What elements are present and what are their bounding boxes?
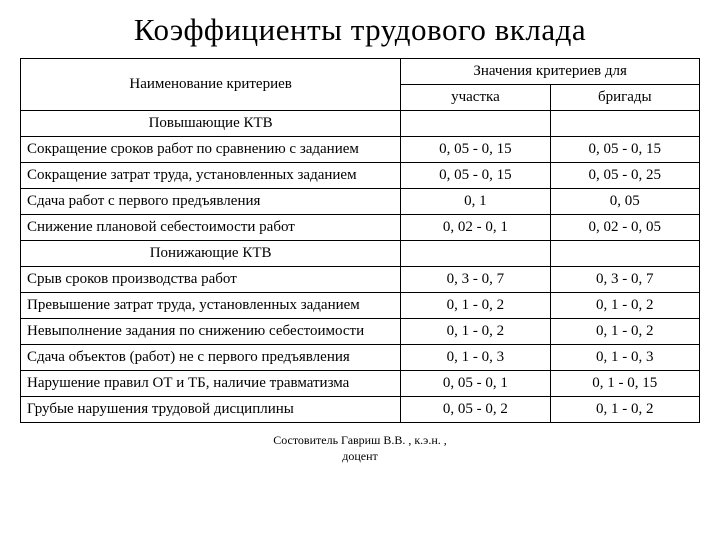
cell-v1: 0, 1 - 0, 2: [401, 319, 550, 345]
cell-name: Сдача работ с первого предъявления: [21, 189, 401, 215]
table-row: Сокращение сроков работ по сравнению с з…: [21, 137, 700, 163]
cell-v1: 0, 1 - 0, 2: [401, 293, 550, 319]
cell-v1: 0, 05 - 0, 2: [401, 397, 550, 423]
cell-v2: 0, 1 - 0, 3: [550, 345, 699, 371]
cell-v1: 0, 02 - 0, 1: [401, 215, 550, 241]
cell-name: Невыполнение задания по снижению себесто…: [21, 319, 401, 345]
cell-name: Нарушение правил ОТ и ТБ, наличие травма…: [21, 371, 401, 397]
cell-v1: 0, 05 - 0, 1: [401, 371, 550, 397]
table-row: Превышение затрат труда, установленных з…: [21, 293, 700, 319]
table-row: Сдача работ с первого предъявления 0, 1 …: [21, 189, 700, 215]
cell-v1: 0, 1 - 0, 3: [401, 345, 550, 371]
table-row: Снижение плановой себестоимости работ 0,…: [21, 215, 700, 241]
empty-cell: [401, 241, 550, 267]
cell-v1: 0, 05 - 0, 15: [401, 163, 550, 189]
cell-v2: 0, 1 - 0, 2: [550, 293, 699, 319]
empty-cell: [550, 241, 699, 267]
cell-v2: 0, 02 - 0, 05: [550, 215, 699, 241]
cell-v2: 0, 1 - 0, 2: [550, 319, 699, 345]
empty-cell: [550, 111, 699, 137]
cell-v2: 0, 3 - 0, 7: [550, 267, 699, 293]
header-sub1: участка: [401, 85, 550, 111]
cell-v2: 0, 1 - 0, 2: [550, 397, 699, 423]
table-row: Грубые нарушения трудовой дисциплины 0, …: [21, 397, 700, 423]
cell-v2: 0, 1 - 0, 15: [550, 371, 699, 397]
table-row: Сдача объектов (работ) не с первого пред…: [21, 345, 700, 371]
cell-name: Сокращение затрат труда, установленных з…: [21, 163, 401, 189]
footer-line1: Состовитель Гавриш В.В. , к.э.н. ,: [273, 433, 447, 447]
footer: Состовитель Гавриш В.В. , к.э.н. , доцен…: [20, 433, 700, 464]
header-values: Значения критериев для: [401, 59, 700, 85]
cell-name: Срыв сроков производства работ: [21, 267, 401, 293]
cell-name: Превышение затрат труда, установленных з…: [21, 293, 401, 319]
cell-v2: 0, 05 - 0, 15: [550, 137, 699, 163]
cell-v1: 0, 05 - 0, 15: [401, 137, 550, 163]
cell-name: Сдача объектов (работ) не с первого пред…: [21, 345, 401, 371]
table-row: Невыполнение задания по снижению себесто…: [21, 319, 700, 345]
cell-name: Грубые нарушения трудовой дисциплины: [21, 397, 401, 423]
cell-v1: 0, 1: [401, 189, 550, 215]
cell-name: Снижение плановой себестоимости работ: [21, 215, 401, 241]
footer-line2: доцент: [342, 449, 378, 463]
empty-cell: [401, 111, 550, 137]
page-title: Коэффициенты трудового вклада: [20, 12, 700, 48]
cell-v2: 0, 05 - 0, 25: [550, 163, 699, 189]
table-row: Нарушение правил ОТ и ТБ, наличие травма…: [21, 371, 700, 397]
table-row: Срыв сроков производства работ 0, 3 - 0,…: [21, 267, 700, 293]
cell-v2: 0, 05: [550, 189, 699, 215]
ktv-table: Наименование критериев Значения критерие…: [20, 58, 700, 423]
section-up: Повышающие КТВ: [21, 111, 401, 137]
header-criteria: Наименование критериев: [21, 59, 401, 111]
table-row: Сокращение затрат труда, установленных з…: [21, 163, 700, 189]
cell-v1: 0, 3 - 0, 7: [401, 267, 550, 293]
section-down: Понижающие КТВ: [21, 241, 401, 267]
cell-name: Сокращение сроков работ по сравнению с з…: [21, 137, 401, 163]
header-sub2: бригады: [550, 85, 699, 111]
